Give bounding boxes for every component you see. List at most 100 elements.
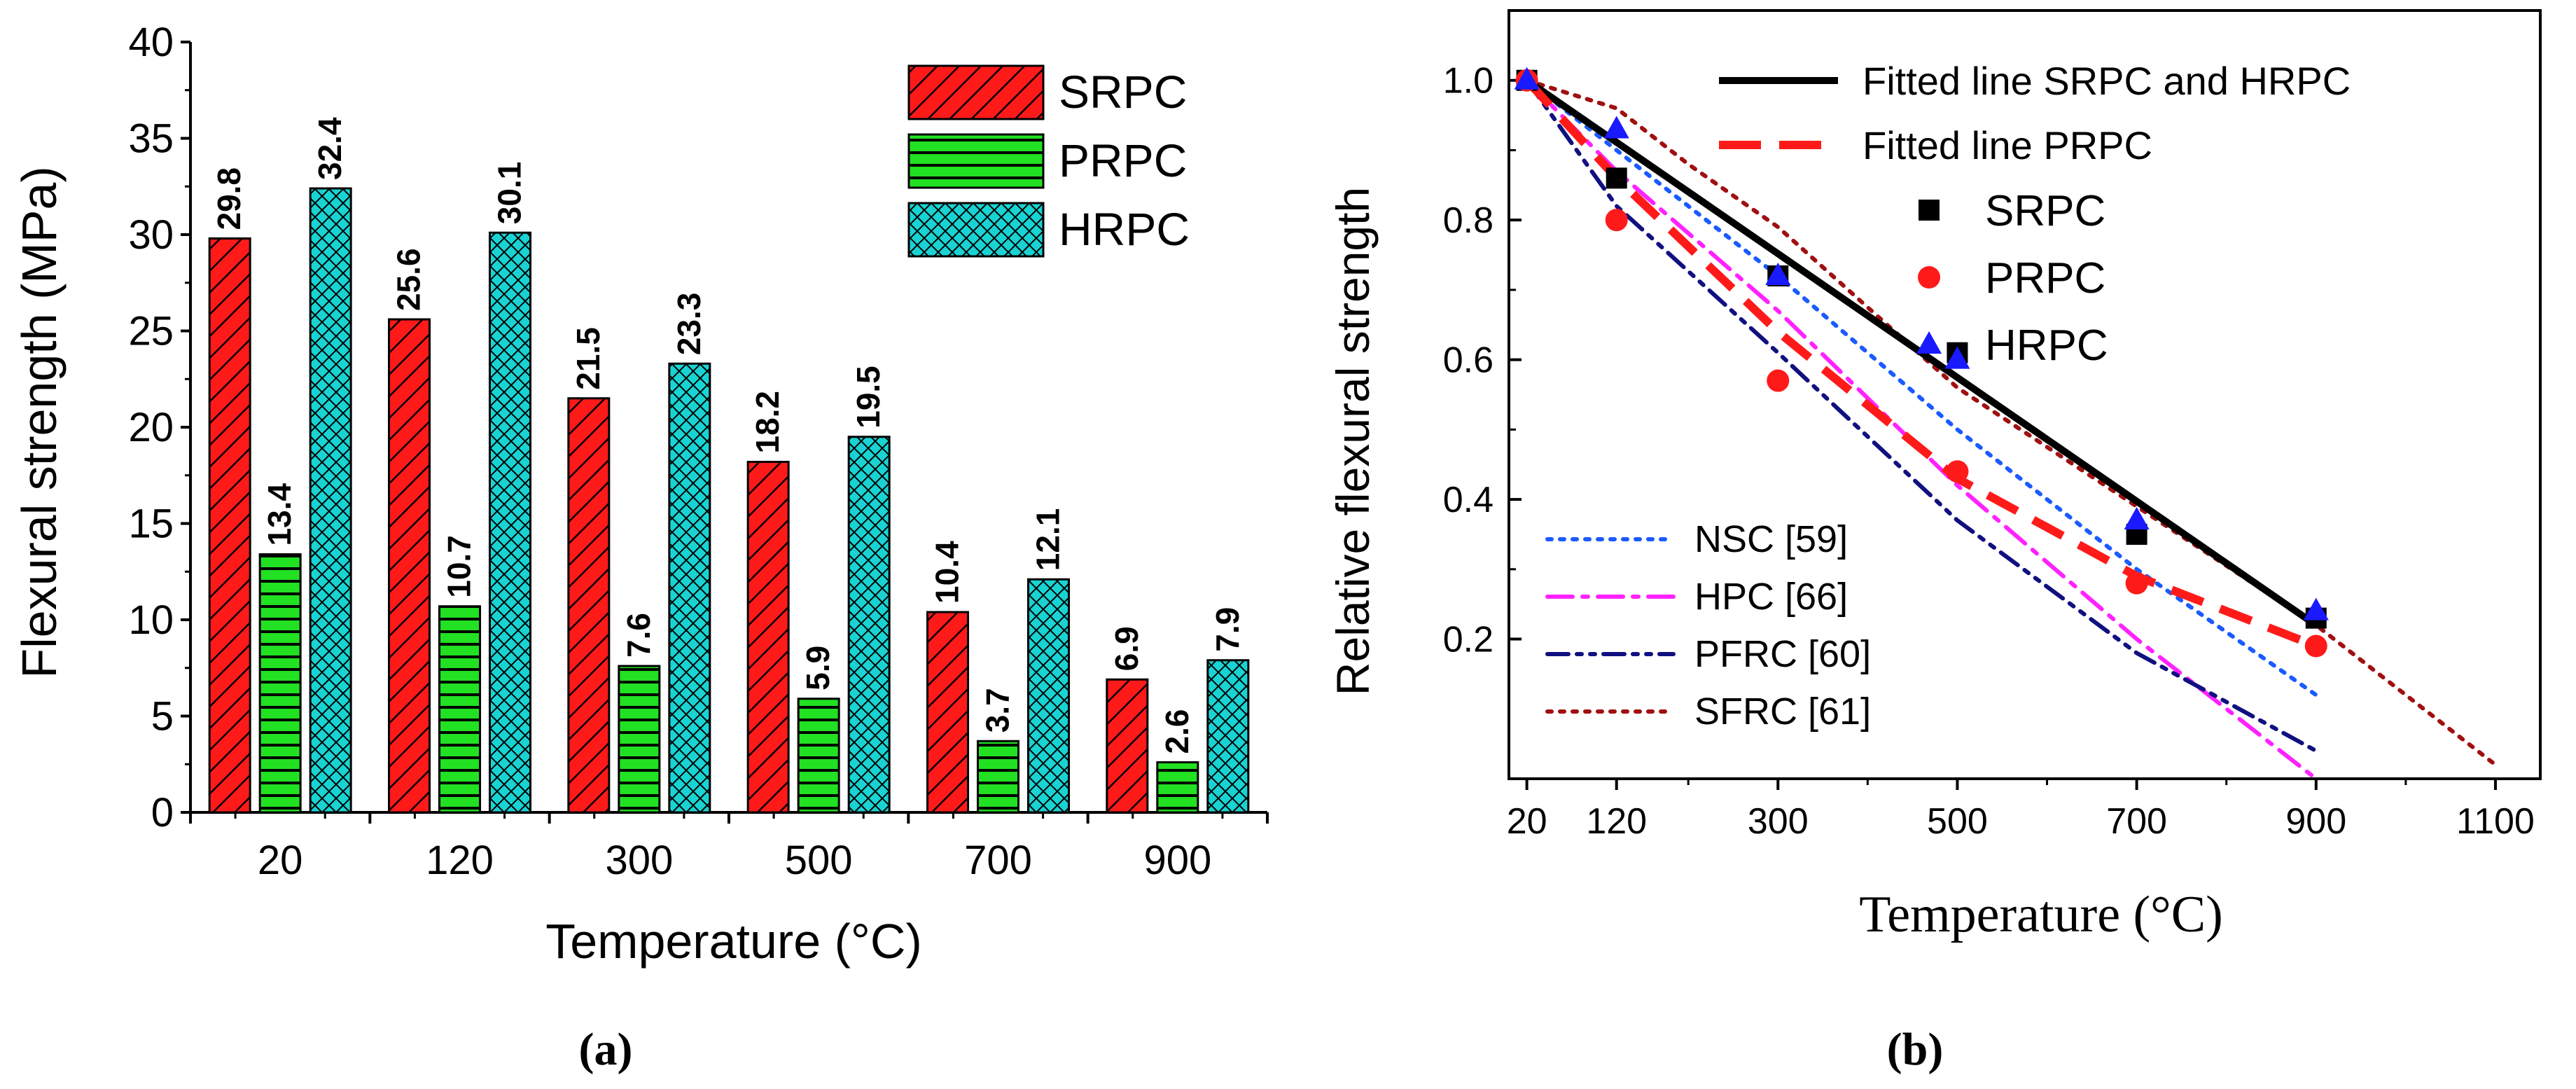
panel-a-bar-value-label: 23.3 [671, 293, 707, 356]
panel-b-x-axis-title: Temperature (°C) [1859, 886, 2223, 943]
panel-b-point-hrpc [1765, 262, 1791, 285]
panel-a-bar-value-label: 13.4 [261, 483, 298, 546]
panel-b-point-prpc [1946, 460, 1969, 483]
panel-a-x-tick-label: 700 [964, 838, 1032, 883]
panel-a-x-axis-title: Temperature (°C) [545, 914, 922, 969]
panel-a-y-tick-label: 5 [151, 694, 174, 740]
panel-b-y-tick-label: 0.8 [1443, 200, 1494, 241]
panel-b-x-tick-label: 20 [1507, 801, 1547, 842]
panel-a-x-tick-label: 900 [1143, 838, 1211, 883]
panel-a-bar-value-label: 32.4 [312, 117, 348, 180]
panel-a-legend-label: HRPC [1059, 203, 1190, 255]
panel-a-bar-prpc [797, 698, 840, 814]
panel-a-bar-hrpc [1206, 659, 1250, 814]
panel-a-x-tick-label: 500 [785, 838, 853, 883]
panel-a-bar-hrpc [668, 362, 711, 814]
panel-b-y-tick-label: 0.2 [1443, 620, 1494, 660]
panel-b-reference-curve [1524, 78, 2498, 768]
panel-b-point-prpc [2125, 571, 2148, 595]
panel-a-bar-value-label: 12.1 [1030, 508, 1066, 571]
panel-a-label: (a) [579, 1024, 633, 1075]
panel-b-y-tick-label: 0.4 [1443, 480, 1494, 520]
panel-a-y-axis-title: Flexural strength (MPa) [12, 166, 67, 678]
panel-a-bar-value-label: 29.8 [211, 167, 247, 230]
panel-b-legend-marker-srpc [1919, 200, 1940, 221]
panel-b-x-tick-label: 120 [1586, 801, 1647, 842]
panel-a-bar-value-label: 21.5 [570, 327, 606, 390]
panel-b: 0.2 0.4 0.6 0.8 1.0 20 120 300 500 700 900 1100 Fitt… [1327, 9, 2542, 1075]
panel-a-bar-value-label: 25.6 [391, 248, 427, 311]
panel-a-bar-value-label: 7.9 [1209, 607, 1246, 652]
panel-a-legend-swatch-hrpc [907, 202, 1045, 258]
panel-a: 0 5 10 15 20 25 30 35 40 20 120 300 500 700 900 29.8 25.… [12, 20, 1269, 1075]
panel-b-y-tick-label: 1.0 [1443, 61, 1494, 102]
panel-a-legend-swatch-srpc [907, 64, 1045, 120]
panel-b-x-tick-label: 1100 [2456, 801, 2535, 842]
panel-a-bar-value-label: 10.7 [441, 535, 478, 598]
panel-a-bar-value-label: 6.9 [1108, 626, 1145, 671]
panel-a-bar-value-label: 10.4 [929, 541, 966, 604]
panel-b-legend-label: SFRC [61] [1694, 691, 1871, 733]
panel-a-y-tick-label: 25 [128, 309, 174, 354]
panel-b-legend-label: PFRC [60] [1694, 633, 1871, 675]
panel-b-x-tick-label: 300 [1748, 801, 1809, 842]
panel-b-point-hrpc [1514, 67, 1540, 90]
panel-a-bar-value-label: 3.7 [980, 688, 1016, 733]
panel-a-y-tick-label: 35 [128, 116, 174, 162]
panel-b-label: (b) [1887, 1024, 1944, 1075]
panel-b-legend-marker-prpc [1918, 266, 1940, 289]
panel-a-bar-srpc [388, 318, 431, 814]
panel-a-bar-srpc [746, 461, 790, 814]
panel-a-bar-prpc [618, 665, 661, 814]
panel-a-plot: 0 5 10 15 20 25 30 35 40 20 120 300 500 700 900 29.8 25.… [128, 20, 1269, 883]
panel-b-legend-label: NSC [59] [1694, 518, 1848, 560]
panel-a-y-tick-label: 10 [128, 597, 174, 643]
panel-a-bar-value-label: 5.9 [800, 646, 836, 691]
panel-a-legend-swatch-prpc [907, 133, 1045, 189]
panel-b-legend-label: Fitted line PRPC [1863, 123, 2152, 167]
panel-a-bar-srpc [567, 397, 611, 814]
panel-a-bar-value-label: 18.2 [749, 391, 786, 454]
panel-b-legend-label: HRPC [1985, 321, 2108, 370]
panel-b-point-srpc [1606, 167, 1627, 189]
panel-a-y-tick-label: 0 [151, 790, 174, 835]
panel-a-bar-srpc [208, 237, 251, 814]
panel-a-bar-prpc [438, 605, 481, 814]
panel-a-bar-prpc [1156, 761, 1199, 814]
panel-a-bar-hrpc [489, 231, 531, 814]
panel-a-x-tick-label: 300 [605, 838, 673, 883]
panel-b-reference-curve [1524, 78, 2318, 754]
panel-b-legend-label: Fitted line SRPC and HRPC [1863, 59, 2351, 103]
panel-a-bar-value-label: 7.6 [620, 613, 657, 658]
panel-a-bar-hrpc [847, 436, 891, 814]
panel-b-point-prpc [1605, 209, 1628, 232]
panel-b-x-tick-label: 700 [2106, 801, 2167, 842]
panel-a-bar-prpc [977, 740, 1019, 814]
panel-a-bar-value-label: 2.6 [1159, 709, 1195, 754]
panel-b-point-hrpc [2124, 507, 2150, 530]
panel-a-bar-srpc [926, 611, 969, 814]
panel-a-bar-value-label: 30.1 [492, 162, 528, 225]
panel-b-y-tick-label: 0.6 [1443, 340, 1494, 381]
panel-b-plot: 0.2 0.4 0.6 0.8 1.0 20 120 300 500 700 900 1100 Fitt… [1443, 9, 2542, 842]
panel-b-legend-label: SRPC [1985, 187, 2105, 235]
panel-a-legend-label: SRPC [1059, 66, 1187, 118]
panel-b-legend-marker-hrpc [1916, 331, 1942, 354]
panel-a-bar-prpc [258, 553, 302, 814]
panel-b-point-hrpc [1603, 116, 1629, 139]
panel-b-point-prpc [1767, 369, 1790, 392]
panel-a-x-tick-label: 20 [258, 838, 303, 883]
panel-b-reference-curve [1524, 78, 2318, 698]
panel-a-y-tick-label: 40 [128, 20, 174, 65]
panel-a-bar-srpc [1106, 678, 1149, 814]
panel-a-y-tick-label: 20 [128, 405, 174, 450]
panel-b-plot-frame [1508, 9, 2542, 780]
panel-b-point-hrpc [1944, 346, 1970, 369]
panel-b-fitted-line [1524, 77, 2318, 651]
panel-b-y-axis-title: Relative flexural strength [1327, 187, 1379, 695]
panel-a-bar-hrpc [309, 187, 352, 814]
panel-b-reference-curve [1524, 78, 2318, 781]
panel-a-bar-value-label: 19.5 [850, 366, 886, 429]
panel-b-legend-label: PRPC [1985, 254, 2105, 303]
